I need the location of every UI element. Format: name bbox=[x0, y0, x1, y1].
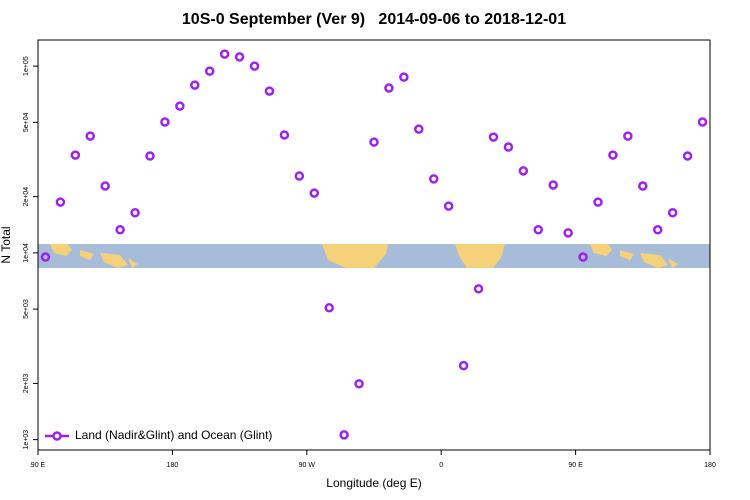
y-tick-label: 1e+03 bbox=[23, 430, 30, 450]
y-tick-label: 1e+05 bbox=[23, 56, 30, 76]
point bbox=[652, 224, 663, 235]
x-axis-label: Longitude (deg E) bbox=[326, 476, 421, 490]
point bbox=[115, 224, 125, 235]
point bbox=[608, 150, 618, 160]
y-tick-label: 1e+04 bbox=[23, 243, 30, 263]
point bbox=[294, 171, 305, 181]
y-tick-label: 2e+03 bbox=[23, 373, 30, 393]
point bbox=[503, 142, 514, 152]
point bbox=[638, 181, 648, 191]
point bbox=[204, 66, 215, 76]
point bbox=[548, 180, 558, 190]
chart-title: 10S-0 September (Ver 9) 2014-09-06 to 20… bbox=[182, 11, 566, 28]
point bbox=[399, 72, 409, 82]
point bbox=[219, 49, 230, 59]
point bbox=[578, 252, 588, 262]
legend-label: Land (Nadir&Glint) and Ocean (Glint) bbox=[75, 428, 272, 442]
plot-frame bbox=[37, 39, 711, 451]
point bbox=[40, 252, 51, 262]
point bbox=[85, 131, 96, 141]
x-tick-label: 0 bbox=[439, 462, 443, 469]
y-axis-label: N Total bbox=[0, 226, 13, 263]
point bbox=[667, 208, 678, 218]
legend-marker bbox=[52, 431, 62, 441]
point bbox=[264, 86, 275, 96]
y-tick-label: 2e+04 bbox=[23, 187, 30, 207]
x-tick-label: 90 W bbox=[299, 462, 316, 469]
point bbox=[593, 197, 603, 207]
y-tick-label: 5e+03 bbox=[23, 299, 30, 319]
point bbox=[428, 174, 439, 184]
point bbox=[55, 197, 66, 207]
point bbox=[533, 224, 544, 235]
map-band bbox=[38, 244, 710, 268]
point bbox=[145, 151, 155, 161]
point bbox=[458, 360, 469, 371]
point bbox=[563, 228, 573, 238]
point bbox=[369, 137, 379, 147]
point bbox=[339, 430, 349, 440]
point bbox=[249, 61, 260, 71]
point bbox=[190, 80, 200, 90]
point bbox=[384, 83, 394, 93]
point bbox=[324, 303, 334, 313]
x-tick-label: 180 bbox=[167, 462, 179, 469]
point bbox=[414, 124, 424, 134]
point bbox=[100, 181, 110, 191]
point bbox=[518, 166, 529, 176]
point bbox=[697, 117, 708, 127]
x-tick-label: 90 E bbox=[31, 462, 46, 469]
point bbox=[443, 201, 454, 211]
x-tick-label: 90 E bbox=[568, 462, 583, 469]
point bbox=[160, 117, 170, 127]
point bbox=[682, 151, 693, 161]
point bbox=[175, 101, 185, 111]
point bbox=[70, 150, 81, 160]
point bbox=[623, 131, 633, 141]
point bbox=[354, 379, 364, 389]
point bbox=[309, 188, 320, 198]
y-tick-label: 5e+04 bbox=[23, 112, 30, 132]
point bbox=[130, 208, 140, 218]
point bbox=[279, 130, 290, 140]
point bbox=[234, 52, 245, 62]
x-tick-label: 180 bbox=[704, 462, 716, 469]
point bbox=[473, 284, 484, 294]
point bbox=[488, 132, 499, 142]
